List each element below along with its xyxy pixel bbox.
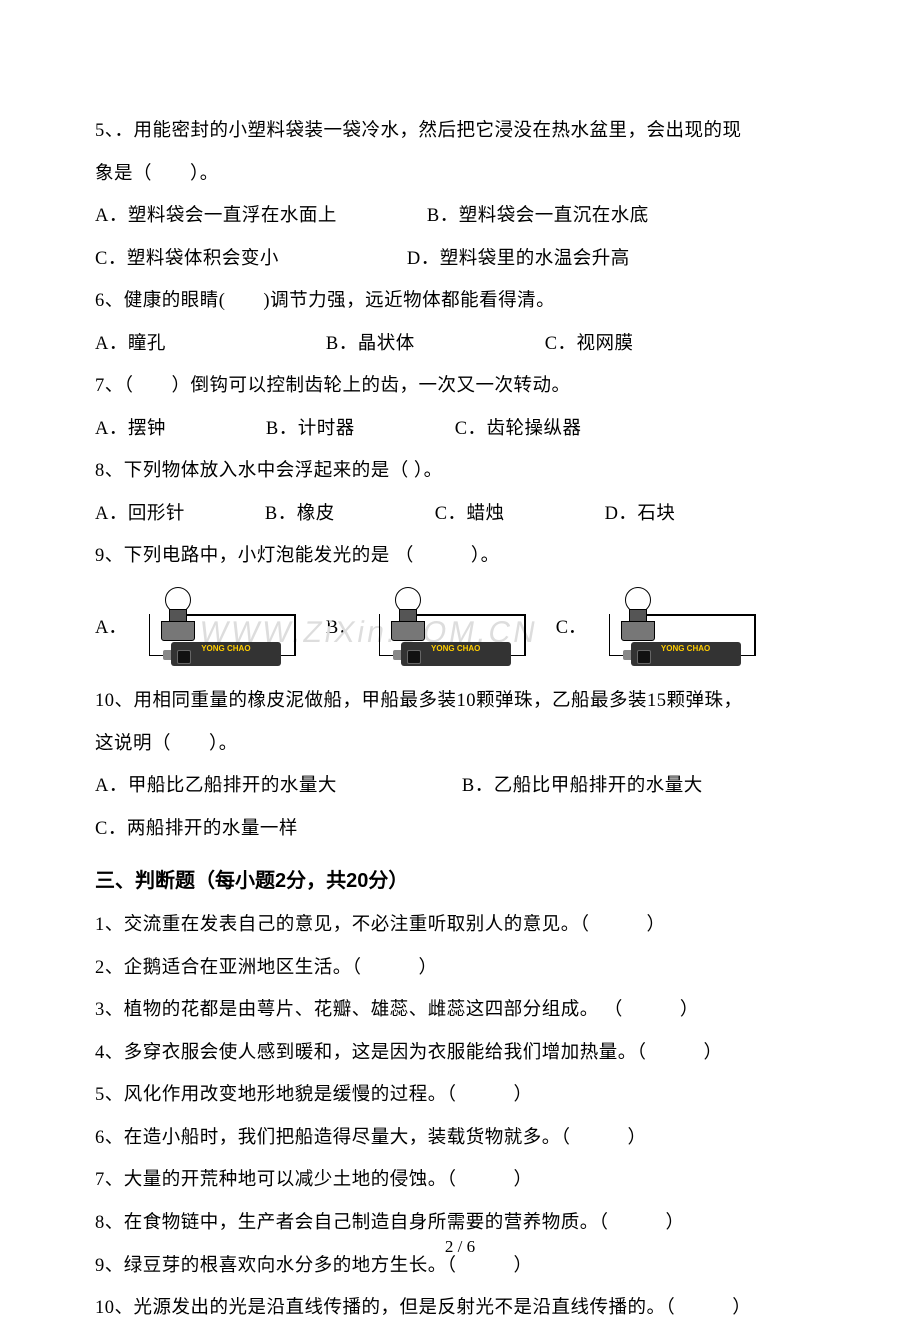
q10-text-line2: 这说明（ ）。 [95,723,825,766]
judge-6: 6、在造小船时，我们把船造得尽量大，装载货物就多。（ ） [95,1117,825,1160]
judge-5: 5、风化作用改变地形地貌是缓慢的过程。（ ） [95,1074,825,1117]
q8-option-a: A．回形针 [95,504,185,524]
q7-option-b: B．计时器 [266,419,355,439]
q7-options: A．摆钟 B．计时器 C．齿轮操纵器 [95,408,825,451]
circuit-diagram-a: YONG CHAO [131,584,296,674]
q7-option-c: C．齿轮操纵器 [455,419,582,439]
judge-3: 3、植物的花都是由萼片、花瓣、雄蕊、雌蕊这四部分组成。 （ ） [95,989,825,1032]
q7-text: 7、（ ）倒钩可以控制齿轮上的齿，一次又一次转动。 [95,365,825,408]
circuit-diagram-b: YONG CHAO [361,584,526,674]
q5-option-a: A．塑料袋会一直浮在水面上 [95,206,337,226]
battery-b: YONG CHAO [401,642,511,666]
q5-text-line1: 5、．用能密封的小塑料袋装一袋冷水，然后把它浸没在热水盆里，会出现的现 [95,110,825,153]
page-number: 2 / 6 [0,1237,920,1257]
content: 5、．用能密封的小塑料袋装一袋冷水，然后把它浸没在热水盆里，会出现的现 象是（ … [95,110,825,1330]
q8-option-c: C．蜡烛 [435,504,505,524]
q10-options-row2: C．两船排开的水量一样 [95,808,825,851]
q8-text: 8、下列物体放入水中会浮起来的是（ ）。 [95,450,825,493]
q10-option-c: C．两船排开的水量一样 [95,819,298,839]
judge-10: 10、光源发出的光是沿直线传播的，但是反射光不是沿直线传播的。（ ） [95,1287,825,1330]
judge-1: 1、交流重在发表自己的意见，不必注重听取别人的意见。（ ） [95,904,825,947]
q5-text-line2: 象是（ ）。 [95,153,825,196]
judge-2: 2、企鹅适合在亚洲地区生活。（ ） [95,947,825,990]
q10-option-a: A．甲船比乙船排开的水量大 [95,776,337,796]
q9-text: 9、下列电路中，小灯泡能发光的是 （ ）。 [95,535,825,578]
q6-option-b: B．晶状体 [326,334,415,354]
q5-options-row1: A．塑料袋会一直浮在水面上 B．塑料袋会一直沉在水底 [95,195,825,238]
q5-option-d: D．塑料袋里的水温会升高 [407,249,630,269]
battery-a: YONG CHAO [171,642,281,666]
circuit-diagram-c: YONG CHAO [591,584,756,674]
q9-label-b: B． [326,615,357,643]
q9-label-c: C． [556,615,587,643]
q8-option-d: D．石块 [605,504,676,524]
q10-option-b: B．乙船比甲船排开的水量大 [462,776,703,796]
q6-text: 6、健康的眼睛( )调节力强，远近物体都能看得清。 [95,280,825,323]
q9-circuit-row: A． YONG CHAO B． Y [95,584,825,674]
q6-options: A．瞳孔 B．晶状体 C．视网膜 [95,323,825,366]
q5-options-row2: C．塑料袋体积会变小 D．塑料袋里的水温会升高 [95,238,825,281]
judge-4: 4、多穿衣服会使人感到暖和，这是因为衣服能给我们增加热量。（ ） [95,1032,825,1075]
q10-options-row1: A．甲船比乙船排开的水量大 B．乙船比甲船排开的水量大 [95,765,825,808]
q6-option-a: A．瞳孔 [95,334,166,354]
q5-option-c: C．塑料袋体积会变小 [95,249,279,269]
q9-label-a: A． [95,615,127,643]
q10-text-line1: 10、用相同重量的橡皮泥做船，甲船最多装10颗弹珠，乙船最多装15颗弹珠， [95,680,825,723]
q8-options: A．回形针 B．橡皮 C．蜡烛 D．石块 [95,493,825,536]
q8-option-b: B．橡皮 [265,504,335,524]
q6-option-c: C．视网膜 [545,334,634,354]
q7-option-a: A．摆钟 [95,419,166,439]
battery-c: YONG CHAO [631,642,741,666]
section-3-title: 三、判断题（每小题2分，共20分） [95,858,825,904]
judge-7: 7、大量的开荒种地可以减少土地的侵蚀。（ ） [95,1159,825,1202]
q5-option-b: B．塑料袋会一直沉在水底 [427,206,649,226]
